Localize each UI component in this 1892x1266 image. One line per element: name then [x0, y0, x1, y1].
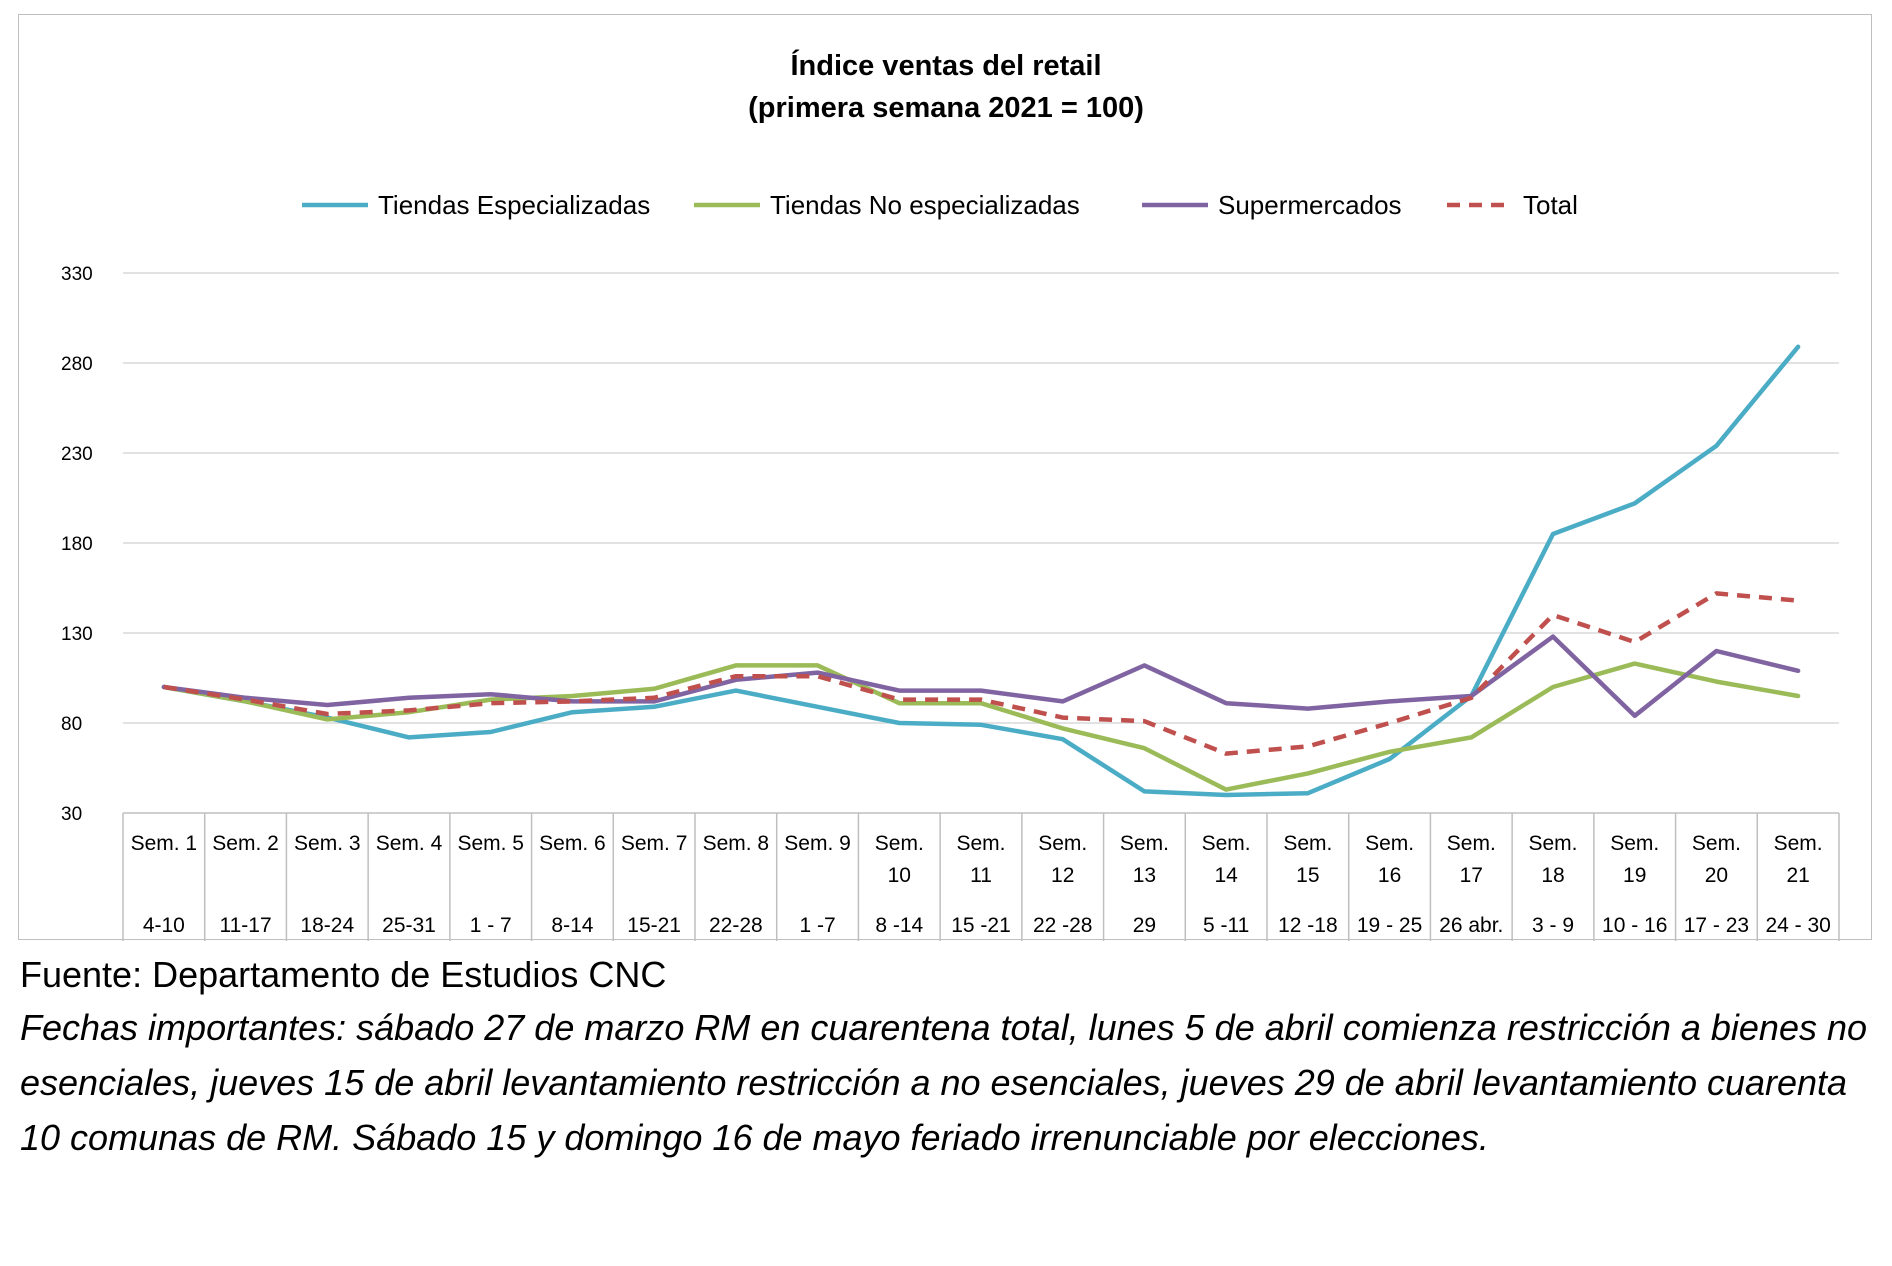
x-tick-week-number: 19	[1623, 864, 1646, 887]
x-tick-week-label: Sem. 9	[784, 832, 851, 855]
important-dates-note: Fechas importantes: sábado 27 de marzo R…	[20, 1007, 1868, 1158]
x-tick-week-label: Sem.	[1365, 832, 1414, 855]
x-tick-week-label: Sem.	[956, 832, 1005, 855]
line-chart: Índice ventas del retail (primera semana…	[61, 48, 1840, 941]
y-tick-label: 130	[61, 624, 93, 645]
chart-footer: Fuente: Departamento de Estudios CNC Fec…	[20, 950, 1880, 1165]
x-tick-date-range: 22-28	[709, 914, 763, 937]
x-tick-week-label: Sem.	[1528, 832, 1577, 855]
x-tick-date-range: 18-24	[300, 914, 354, 937]
legend-entry-label: Tiendas No especializadas	[770, 190, 1080, 220]
x-tick-date-range: 8 -14	[875, 914, 923, 937]
legend-entry-label: Supermercados	[1218, 190, 1402, 220]
x-tick-week-label: Sem. 1	[131, 832, 198, 855]
x-tick-week-number: 18	[1541, 864, 1564, 887]
series-line-total	[163, 591, 1799, 756]
x-tick-week-number: 17	[1460, 864, 1483, 887]
x-tick-date-range: 1 - 7	[470, 914, 512, 937]
y-tick-label: 80	[61, 714, 82, 735]
x-tick-date-range: 19 - 25	[1357, 914, 1422, 937]
x-tick-week-number: 13	[1133, 864, 1156, 887]
y-tick-label: 180	[61, 534, 93, 555]
x-tick-date-range: 29	[1133, 914, 1156, 937]
x-tick-date-range: 4-10	[143, 914, 185, 937]
x-tick-date-range: 15-21	[627, 914, 681, 937]
x-tick-week-label: Sem.	[1610, 832, 1659, 855]
x-tick-week-label: Sem. 8	[703, 832, 770, 855]
legend-entry-label: Total	[1523, 190, 1578, 220]
x-tick-date-range: 25-31	[382, 914, 436, 937]
axes: 30 80 130 180 230 280 330 Sem. 1 4-10 Sem. 2 11-17…	[61, 264, 1840, 941]
legend: Tiendas Especializadas Tiendas No especia…	[302, 190, 1578, 220]
x-tick-date-range: 8-14	[551, 914, 593, 937]
x-tick-week-label: Sem.	[1038, 832, 1087, 855]
x-tick-date-range: 1 -7	[799, 914, 835, 937]
x-tick-week-label: Sem.	[875, 832, 924, 855]
series-lines	[161, 344, 1801, 798]
x-tick-week-number: 16	[1378, 864, 1401, 887]
x-tick-date-range: 26 abr.	[1439, 914, 1503, 937]
x-tick-date-range: 3 - 9	[1532, 914, 1574, 937]
x-tick-week-label: Sem.	[1774, 832, 1823, 855]
x-tick-week-label: Sem.	[1447, 832, 1496, 855]
source-text: Fuente: Departamento de Estudios CNC	[20, 954, 667, 995]
chart-frame: Índice ventas del retail (primera semana…	[18, 14, 1872, 941]
x-tick-week-label: Sem. 7	[621, 832, 688, 855]
x-tick-week-number: 21	[1786, 864, 1809, 887]
legend-entry-label: Tiendas Especializadas	[378, 190, 650, 220]
x-tick-week-number: 14	[1214, 864, 1238, 887]
series-line-tiendas-especializadas	[161, 344, 1801, 798]
x-tick-date-range: 24 - 30	[1765, 914, 1830, 937]
y-tick-label: 280	[61, 354, 93, 375]
y-tick-label: 30	[61, 804, 82, 825]
y-tick-label: 230	[61, 444, 93, 465]
x-tick-week-number: 11	[970, 864, 992, 887]
x-tick-week-label: Sem.	[1120, 832, 1169, 855]
x-tick-week-number: 20	[1705, 864, 1728, 887]
x-tick-week-number: 15	[1296, 864, 1319, 887]
x-tick-date-range: 12 -18	[1278, 914, 1338, 937]
chart-subtitle: (primera semana 2021 = 100)	[748, 92, 1144, 124]
x-tick-week-label: Sem.	[1283, 832, 1332, 855]
gridlines	[123, 272, 1839, 724]
x-tick-date-range: 10 - 16	[1602, 914, 1667, 937]
x-tick-week-number: 12	[1051, 864, 1074, 887]
x-tick-date-range: 5 -11	[1203, 914, 1249, 937]
x-tick-date-range: 15 -21	[951, 914, 1011, 937]
x-tick-week-label: Sem.	[1692, 832, 1741, 855]
x-tick-week-label: Sem. 5	[457, 832, 524, 855]
x-tick-week-label: Sem. 2	[212, 832, 279, 855]
x-tick-date-range: 17 - 23	[1684, 914, 1749, 937]
y-tick-label: 330	[61, 264, 93, 285]
x-tick-week-label: Sem.	[1202, 832, 1251, 855]
x-tick-date-range: 11-17	[219, 914, 271, 937]
x-tick-week-label: Sem. 3	[294, 832, 361, 855]
x-tick-week-number: 10	[888, 864, 911, 887]
series-line-supermercados	[161, 634, 1801, 719]
x-tick-date-range: 22 -28	[1033, 914, 1093, 937]
x-tick-week-label: Sem. 4	[376, 832, 443, 855]
chart-title: Índice ventas del retail	[790, 48, 1101, 82]
x-tick-week-label: Sem. 6	[539, 832, 606, 855]
